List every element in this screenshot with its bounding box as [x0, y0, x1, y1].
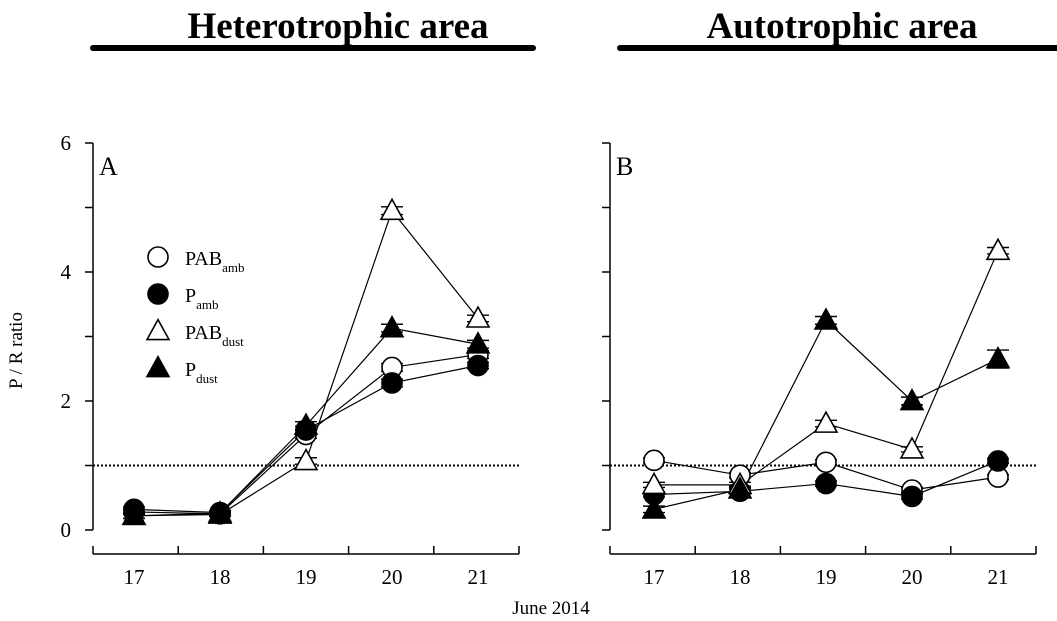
- marker-pab-amb: [643, 449, 665, 472]
- marker-pab-amb: [147, 246, 169, 268]
- legend-item: PABdust: [145, 317, 244, 349]
- legend-label-base: PAB: [185, 248, 222, 270]
- x-tick-label: 21: [468, 565, 489, 589]
- legend-label-base: P: [185, 359, 196, 381]
- legend-label: PABdust: [185, 322, 244, 349]
- marker-p-dust: [727, 476, 753, 499]
- marker-p-dust: [207, 500, 233, 523]
- x-tick-label: 19: [296, 565, 317, 589]
- panel-letter: B: [616, 152, 633, 181]
- legend-label: PABamb: [185, 248, 244, 275]
- marker-p-dust: [813, 307, 839, 330]
- x-tick-label: 18: [730, 565, 751, 589]
- panel-heading: Heterotrophic area: [187, 6, 488, 47]
- legend-label-subscript: amb: [222, 260, 244, 275]
- marker-pab-dust: [145, 317, 171, 341]
- legend-label: Pdust: [185, 359, 218, 386]
- x-tick-label: 19: [816, 565, 837, 589]
- marker-pab-dust: [899, 436, 925, 459]
- marker-p-dust: [465, 331, 491, 354]
- marker-p-amb: [987, 450, 1009, 472]
- marker-p-amb: [467, 354, 489, 377]
- marker-p-amb: [815, 472, 837, 495]
- marker-p-dust: [293, 412, 319, 435]
- chart-panels: 0 2 4 6 17 18 19 20 21 A P / R ratio 17 18 19 20 21 B: [6, 131, 1037, 589]
- x-tick-label: 20: [902, 565, 923, 589]
- panel-letter: A: [99, 152, 118, 181]
- panel-a: 0 2 4 6 17 18 19 20 21 A P / R ratio: [6, 131, 520, 589]
- marker-pab-dust: [465, 305, 491, 328]
- marker-p-dust: [899, 387, 925, 411]
- marker-p-dust: [121, 502, 147, 526]
- marker-pab-amb: [815, 451, 837, 474]
- x-tick-label: 21: [988, 565, 1009, 589]
- marker-p-dust: [145, 354, 171, 378]
- marker-pab-dust: [985, 237, 1011, 261]
- y-tick-label: 6: [61, 131, 72, 155]
- x-tick-label: 17: [124, 565, 145, 589]
- x-tick-label: 18: [210, 565, 231, 589]
- legend-label-subscript: dust: [222, 334, 244, 349]
- marker-p-amb: [901, 485, 923, 508]
- x-axis-label: June 2014: [512, 598, 590, 619]
- panel-heading: Autotrophic area: [707, 6, 978, 47]
- legend-label-base: P: [185, 285, 196, 307]
- marker-p-amb: [147, 283, 169, 305]
- marker-pab-dust: [641, 471, 667, 495]
- marker-p-dust: [985, 346, 1011, 369]
- x-tick-label: 20: [382, 565, 403, 589]
- series-line-pab-dust: [654, 250, 999, 486]
- legend-item: Pdust: [145, 354, 218, 386]
- legend-label-subscript: dust: [196, 371, 218, 386]
- y-tick-label: 2: [61, 389, 72, 413]
- legend-label: Pamb: [185, 285, 219, 312]
- y-tick-label: 0: [61, 518, 72, 542]
- legend-item: Pamb: [147, 283, 219, 312]
- marker-p-dust: [641, 496, 667, 519]
- y-tick-label: 4: [61, 260, 72, 284]
- y-axis-label: P / R ratio: [6, 312, 27, 389]
- marker-pab-dust: [379, 197, 405, 221]
- panel-headings: Heterotrophic area Autotrophic area: [90, 6, 1057, 51]
- x-tick-label: 17: [644, 565, 665, 589]
- marker-p-amb: [381, 372, 403, 394]
- legend-label-base: PAB: [185, 322, 222, 344]
- legend-item: PABamb: [147, 246, 244, 275]
- marker-pab-dust: [813, 410, 839, 433]
- marker-p-dust: [379, 315, 405, 338]
- legend-label-subscript: amb: [196, 297, 218, 312]
- panel-b: 17 18 19 20 21 B: [602, 142, 1037, 589]
- marker-pab-dust: [293, 447, 319, 471]
